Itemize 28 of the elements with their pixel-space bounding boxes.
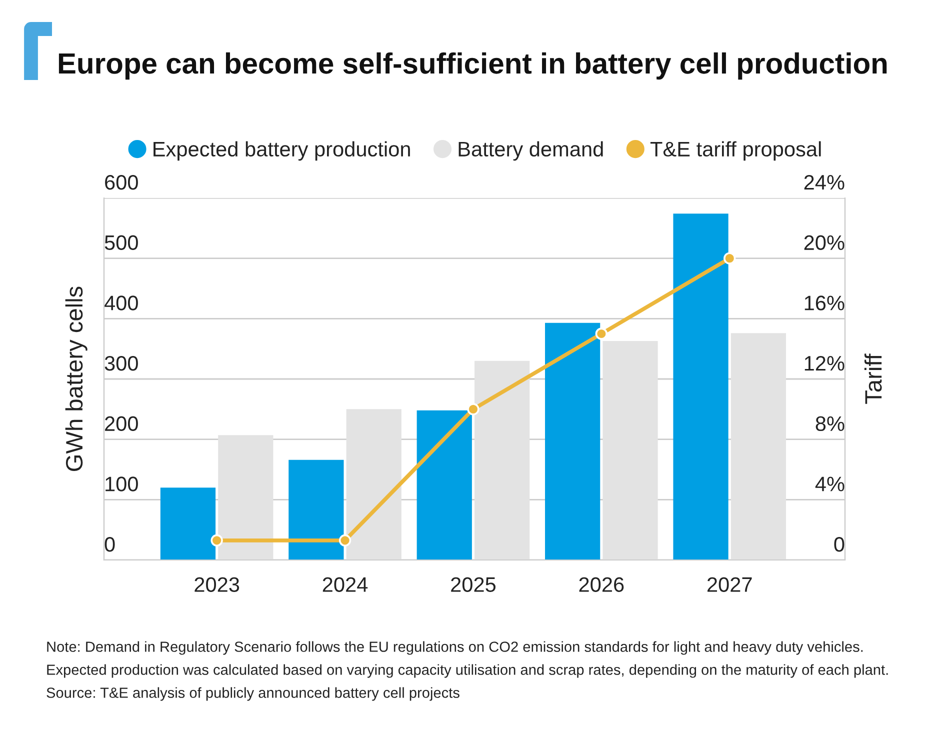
text: Expected production was calculated based on varying capacity utilisation and scrap rates, depending on the maturity of each plant. — [47, 664, 888, 678]
y-axis-title: GWh battery cells — [65, 286, 88, 471]
y-tick-label: 400 — [104, 296, 138, 310]
y-tick-label: 0 — [104, 536, 115, 552]
y-tick-label: 500 — [104, 235, 138, 250]
y-tick-label: 300 — [104, 356, 138, 371]
legend-label: Battery demand — [458, 141, 603, 161]
source-note: Source: T&E analysis of publicly announced battery cell projects — [46, 687, 460, 701]
y2-tick-label: 16% — [804, 296, 844, 310]
x-tick-label: 2023 — [194, 577, 240, 592]
y-tick-label: 600 — [105, 174, 138, 190]
text: Note: Demand in Regulatory Scenario follows the EU regulations on CO2 emission standards for light and heavy duty vehicles. — [47, 641, 863, 655]
y2-tick-label: 12% — [804, 356, 844, 371]
x-tick-label: 2026 — [579, 577, 624, 592]
y-tick-label: 100 — [106, 476, 138, 492]
x-tick-label: 2024 — [322, 577, 368, 592]
legend-label: T&E tariff proposal — [650, 141, 821, 161]
x-tick-label: 2025 — [451, 577, 496, 592]
y2-tick-label: 20% — [804, 235, 844, 250]
x-tick-label: 2027 — [707, 577, 752, 592]
y-tick-label: 200 — [105, 416, 138, 432]
y2-tick-label: 8% — [816, 416, 844, 432]
y2-axis-title: Tariff — [864, 354, 882, 404]
y2-tick-label: 24% — [804, 174, 844, 190]
chart-title: Europe can become self-sufficient in battery cell production — [58, 52, 887, 80]
y2-tick-label: 0 — [834, 536, 844, 552]
legend-label: Expected battery production — [154, 141, 410, 161]
y2-tick-label: 4% — [815, 476, 844, 492]
